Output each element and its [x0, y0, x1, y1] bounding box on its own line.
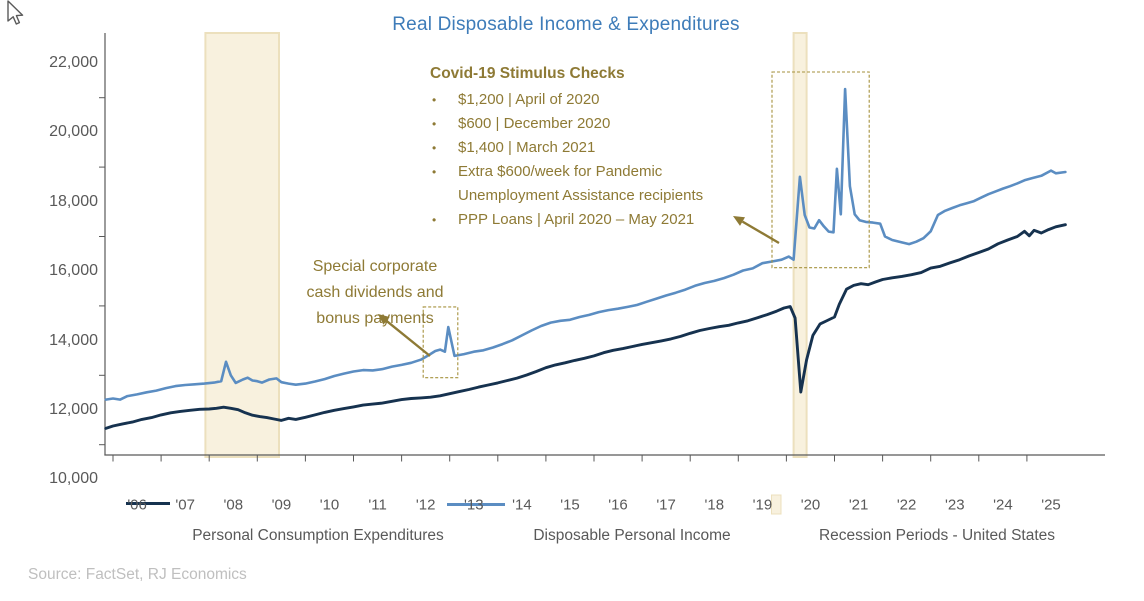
covid-annotation-bullets: • $1,200 | April of 2020 • $600 | December … — [430, 88, 770, 232]
x-axis-tick-label: '13 — [464, 496, 484, 514]
covid-bullet-text: $1,400 | March 2021 — [458, 139, 596, 156]
bullet-icon: • — [432, 141, 437, 155]
x-axis-tick-label: '16 — [608, 496, 628, 514]
covid-bullet-text: $1,200 | April of 2020 — [458, 91, 600, 108]
chart-title: Real Disposable Income & Expenditures — [392, 14, 740, 35]
x-axis-tick-label: '21 — [848, 496, 869, 514]
bullet-icon: • — [432, 93, 437, 107]
x-axis-tick-label: '12 — [415, 496, 436, 514]
x-axis-tick-label: '11 — [368, 496, 387, 514]
covid-bullet-item: • $600 | December 2020 — [430, 112, 770, 136]
covid-annotation-title: Covid-19 Stimulus Checks — [430, 65, 625, 82]
special-dividends-annotation: Special corporate cash dividends and bon… — [306, 258, 444, 327]
covid-bullet-item: • $1,400 | March 2021 — [430, 136, 770, 160]
covid-bullet-text: PPP Loans | April 2020 – May 2021 — [458, 211, 695, 228]
covid-dashed-box — [771, 71, 870, 269]
y-axis-tick-label: 22,000 — [49, 54, 98, 71]
x-axis-tick-label: '08 — [223, 496, 244, 514]
x-axis-tick-label: '06 — [127, 496, 147, 514]
covid-bullet-item: • $1,200 | April of 2020 — [430, 88, 770, 112]
bullet-icon: • — [432, 117, 437, 131]
x-axis-tick-label: '19 — [752, 496, 773, 514]
y-axis-tick-label: 18,000 — [49, 192, 98, 210]
x-axis-tick-label: '20 — [800, 496, 821, 514]
x-axis-tick-label: '10 — [319, 496, 340, 514]
y-axis-tick-label: 10,000 — [49, 470, 98, 488]
covid-bullet-text: Extra $600/week for Pandemic Unemploymen… — [458, 163, 704, 204]
legend-label-personal-consumption-expenditures: Personal Consumption Expenditures — [192, 527, 444, 544]
bullet-icon: • — [432, 213, 437, 227]
y-axis-tick-label: 16,000 — [49, 262, 98, 280]
covid-arrow-head — [733, 216, 745, 226]
dividends-arrow-head — [378, 314, 390, 325]
covid-bullet-item: • PPP Loans | April 2020 – May 2021 — [430, 208, 770, 232]
covid-bullet-item: • Extra $600/week for Pandemic Unemployme… — [430, 160, 770, 208]
dividends-dashed-box — [422, 306, 459, 379]
x-axis-tick-label: '09 — [271, 496, 292, 514]
x-axis-tick-label: '14 — [512, 496, 532, 514]
recession-band — [204, 32, 280, 458]
x-axis-tick-label: '07 — [175, 496, 195, 514]
y-axis-tick-label: 12,000 — [49, 401, 98, 418]
x-axis-tick-label: '17 — [656, 496, 676, 514]
bullet-icon: • — [432, 165, 437, 179]
series-dpi-line — [104, 87, 1067, 401]
source-text: Source: FactSet, RJ Economics — [28, 566, 247, 583]
mouse-pointer-icon — [7, 0, 24, 25]
dividends-arrow — [385, 319, 431, 357]
legend-label-disposable-personal-income: Disposable Personal Income — [533, 527, 731, 544]
x-axis-tick-label: '25 — [1041, 496, 1061, 514]
x-axis-tick-label: '22 — [896, 496, 917, 514]
legend-label-recession-periods: Recession Periods - United States — [818, 527, 1056, 544]
x-axis-tick-label: '18 — [704, 496, 725, 514]
x-axis-tick-label: '15 — [560, 496, 580, 514]
y-axis-tick-label: 20,000 — [49, 123, 98, 141]
legend-marker-recession-swatch — [771, 494, 782, 515]
covid-arrow — [741, 220, 780, 245]
x-axis-tick-label: '24 — [993, 496, 1013, 514]
series-pce-line — [104, 223, 1067, 430]
y-axis-tick-label: 14,000 — [49, 331, 98, 349]
x-axis-tick-label: '23 — [945, 496, 965, 514]
covid-stimulus-annotation: Covid-19 Stimulus Checks • $1,200 | April… — [430, 63, 770, 232]
covid-bullet-text: $600 | December 2020 — [458, 115, 611, 132]
